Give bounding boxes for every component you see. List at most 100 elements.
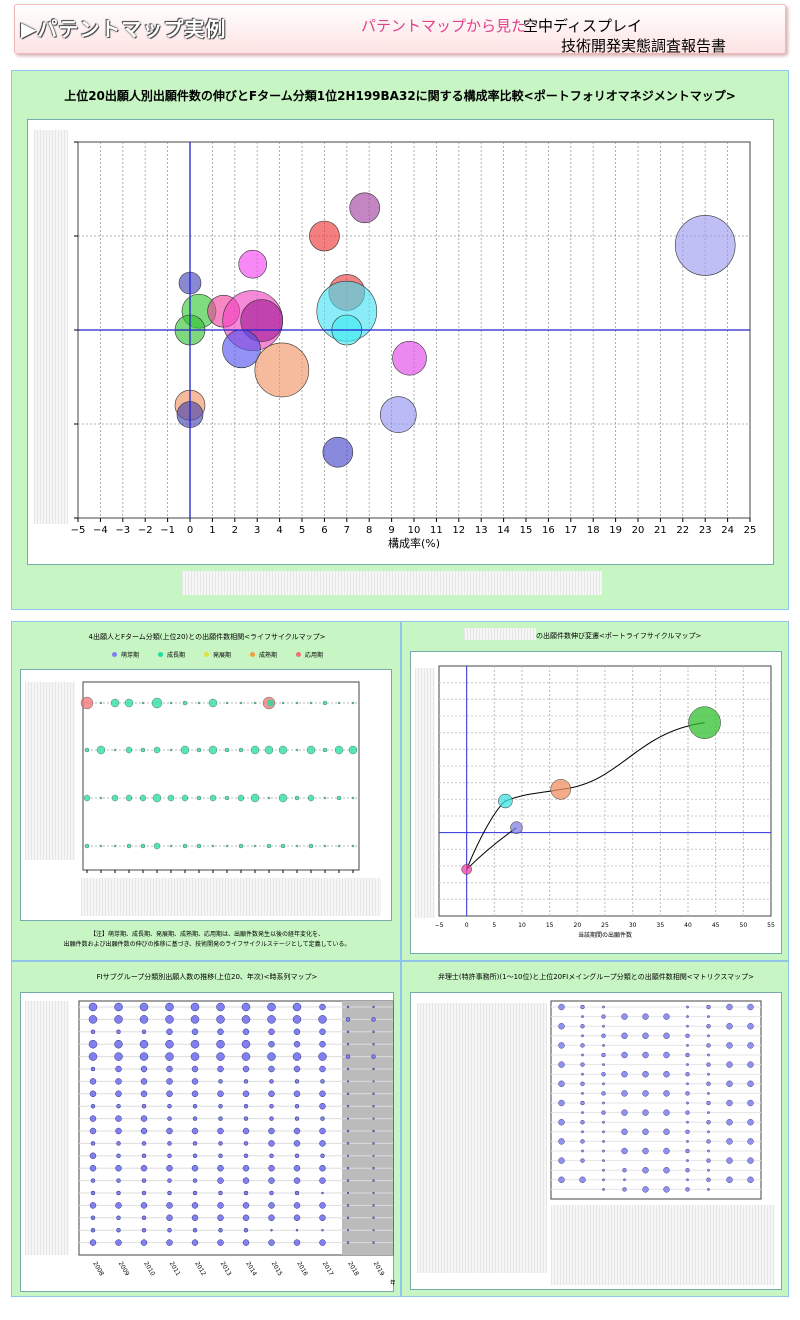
ts-bubble xyxy=(241,1039,251,1049)
ts-bubble xyxy=(294,1190,300,1196)
matrix-bubble xyxy=(601,1110,606,1115)
ts-bubble xyxy=(191,1028,199,1036)
ts-bubble xyxy=(293,1127,301,1135)
x-tick-label: 22 xyxy=(676,525,689,536)
ts-bubble xyxy=(141,1215,147,1221)
ts-year-label: 2017 xyxy=(321,1261,335,1278)
ts-bubble xyxy=(372,1005,375,1009)
ts-bubble xyxy=(319,1102,326,1110)
ts-bubble xyxy=(346,1204,350,1207)
bubble xyxy=(674,215,736,276)
matrix-bubble xyxy=(685,1091,690,1096)
matrix-bubble xyxy=(621,1032,628,1039)
lifecycle-bubble xyxy=(84,843,90,849)
lifecycle-bubble xyxy=(348,745,358,755)
matrix-bubble xyxy=(747,1080,754,1088)
main-chart-title: 上位20出願人別出願件数の伸びとFターム分類1位2H199BA32に関する構成率… xyxy=(64,89,736,103)
matrix-bubble xyxy=(621,1128,628,1136)
lifecycle-bubble xyxy=(125,746,133,754)
ts-plot-area xyxy=(78,1000,394,1256)
ts-bubble xyxy=(372,1229,375,1232)
lifecycle-bubble xyxy=(169,748,173,752)
matrix-bubble xyxy=(663,1128,670,1136)
ts-bubble xyxy=(89,1127,97,1135)
matrix-bubble xyxy=(581,1053,584,1057)
ts-bubble xyxy=(321,1228,324,1232)
matrix-bubble xyxy=(707,1168,710,1172)
bubble xyxy=(254,342,310,398)
ts-bubble xyxy=(294,1079,300,1084)
matrix-frame xyxy=(410,992,782,1290)
ts-bubble xyxy=(89,1078,97,1085)
matrix-bubble xyxy=(686,1082,689,1086)
lifecycle-bubble xyxy=(208,698,218,708)
lifecycle-bubble xyxy=(295,844,299,848)
lifecycle-bubble xyxy=(167,794,175,802)
x-tick-label: 12 xyxy=(452,525,465,536)
ts-bubble xyxy=(190,1052,200,1061)
lifecycle-bubble xyxy=(140,843,146,849)
ts-bubble xyxy=(319,1028,326,1036)
ts-bubble xyxy=(372,1092,375,1096)
matrix-bubble xyxy=(663,1051,670,1059)
lifecycle-bubble xyxy=(153,746,161,754)
ts-bubble xyxy=(141,1029,147,1035)
timeseries-frame: 2008 2009 2010 2011 2012 2013 2014 2015 2016 2017… xyxy=(20,992,395,1292)
lifecycle-bubble xyxy=(322,747,328,753)
ts-year-label: 2014 xyxy=(244,1261,258,1278)
ts-bubble xyxy=(216,1002,225,1012)
matrix-bubble xyxy=(686,1101,689,1105)
ts-bubble xyxy=(165,1039,174,1049)
matrix-bubble xyxy=(726,1080,733,1088)
lifecycle-bubble xyxy=(83,794,91,802)
ts-bubble xyxy=(346,1092,350,1096)
ts-bubble xyxy=(167,1141,172,1146)
ts-bubble xyxy=(292,1015,302,1024)
ts-bubble xyxy=(167,1227,172,1233)
matrix-bubble xyxy=(726,1003,733,1011)
ts-bubble xyxy=(139,1002,149,1012)
ts-bubble xyxy=(242,1127,250,1135)
ts-bubble xyxy=(241,1015,251,1024)
matrix-bubble xyxy=(663,1013,670,1020)
lifecycle-plot-area xyxy=(82,681,360,871)
lifecycle-bubble xyxy=(336,795,342,801)
lifecycle-bubble xyxy=(126,843,132,849)
matrix-bubble xyxy=(686,1005,689,1009)
lifecycle-bubble xyxy=(238,747,244,753)
portfolio-lifecycle-panel: の出願件数伸び変遷<ポートライフサイクルマップ> −5 0 5 10 15 20 25 30 3… xyxy=(401,621,789,961)
matrix-bubble xyxy=(707,1053,710,1057)
ts-bubble xyxy=(217,1164,224,1172)
legend-swatch xyxy=(204,652,209,657)
ts-bubble xyxy=(116,1029,121,1035)
header-subtitle-report: 技術開発実態調査報告書 xyxy=(561,37,727,55)
ts-year-label: 2016 xyxy=(295,1261,309,1278)
legend-swatch xyxy=(112,652,117,657)
matrix-bubble xyxy=(621,1070,628,1078)
ts-bubble xyxy=(140,1115,148,1122)
ts-bubble xyxy=(89,1239,97,1246)
ts-bubble xyxy=(319,1090,326,1098)
matrix-bubble xyxy=(726,1042,733,1049)
lifecycle-bubble xyxy=(308,843,314,849)
lifecycle-legend: 萌芽期 成長期 発展期 成熟期 応用期 xyxy=(112,650,332,660)
ts-bubble xyxy=(267,1002,276,1012)
matrix-bubble xyxy=(558,1061,565,1068)
lifecycle-bubble xyxy=(152,793,162,803)
x-tick-label: 7 xyxy=(344,525,350,536)
matrix-bubble xyxy=(726,1176,733,1184)
bubble xyxy=(238,249,268,279)
ts-bubble xyxy=(268,1090,275,1098)
ts-bubble xyxy=(293,1214,301,1222)
masked-lifecycle-xlabels xyxy=(81,878,381,916)
ts-bubble xyxy=(139,1015,149,1024)
plc-x-tick-label: 20 xyxy=(574,922,582,929)
ts-bubble xyxy=(218,1227,223,1233)
ts-bubble xyxy=(216,1039,225,1049)
lifecycle-bubble xyxy=(111,794,119,802)
ts-bubble xyxy=(242,1164,250,1172)
bubble xyxy=(349,192,381,224)
ts-bubble xyxy=(167,1103,172,1109)
matrix-bubble xyxy=(602,1024,605,1028)
x-tick-label: 21 xyxy=(654,525,667,536)
